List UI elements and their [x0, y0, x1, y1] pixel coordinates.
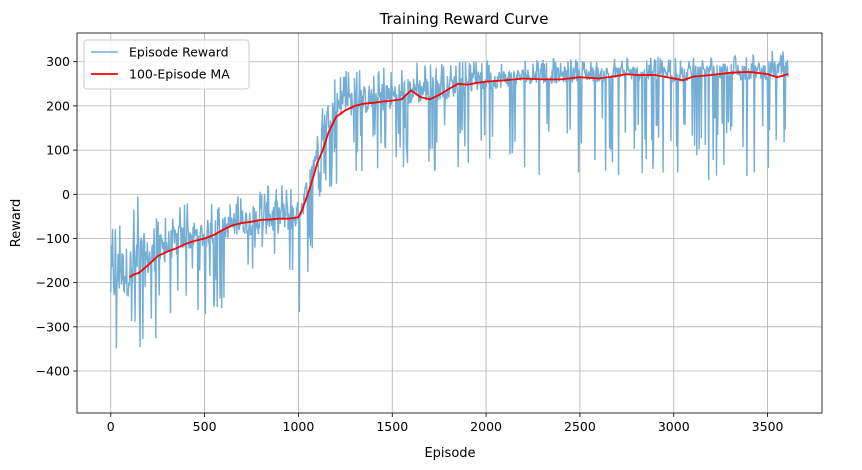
x-axis-label: Episode: [424, 446, 475, 461]
x-tick-label: 2500: [564, 419, 596, 434]
x-tick-label: 2000: [470, 419, 502, 434]
x-tick-label: 3500: [752, 419, 784, 434]
legend-label-moving-average: 100-Episode MA: [129, 67, 230, 82]
x-tick-label: 3000: [658, 419, 690, 434]
y-ticks: −400 −300 −200 −100 0 100 200 300: [36, 54, 77, 379]
x-ticks: 0 500 1000 1500 2000 2500 3000 3500: [107, 413, 784, 434]
y-tick-label: −100: [36, 231, 70, 246]
series-line-episode-reward: [110, 50, 789, 349]
axes-frame: [76, 32, 823, 414]
chart-title: Training Reward Curve: [379, 10, 549, 28]
y-tick-label: −200: [36, 275, 70, 290]
legend: Episode Reward 100-Episode MA: [83, 39, 250, 90]
plot-area: [110, 50, 789, 349]
legend-label-episode-reward: Episode Reward: [129, 45, 229, 60]
x-tick-label: 0: [107, 419, 115, 434]
y-tick-label: 200: [46, 98, 70, 113]
y-tick-label: 300: [46, 54, 70, 69]
x-tick-label: 1500: [376, 419, 408, 434]
y-tick-label: −300: [36, 319, 70, 334]
x-tick-label: 1000: [283, 419, 315, 434]
y-tick-label: 100: [46, 143, 70, 158]
y-tick-label: −400: [36, 364, 70, 379]
x-tick-label: 500: [193, 419, 217, 434]
legend-frame: [83, 39, 250, 90]
y-tick-label: 0: [62, 187, 70, 202]
y-axis-label: Reward: [9, 199, 24, 247]
series-line-moving-average: [128, 70, 789, 279]
